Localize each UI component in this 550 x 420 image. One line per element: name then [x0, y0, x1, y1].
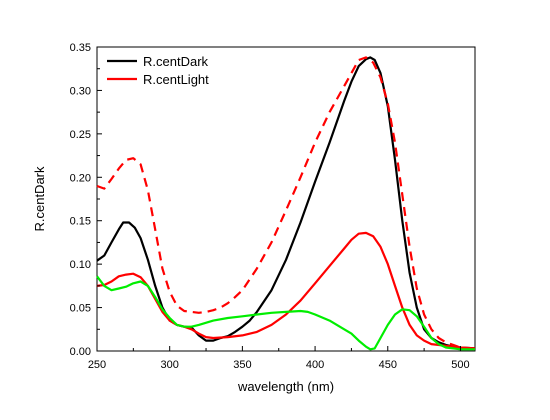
x-tick-label: 500 — [451, 359, 469, 371]
y-tick-label: 0.25 — [70, 129, 91, 141]
y-tick-label: 0.35 — [70, 42, 91, 54]
y-tick-label: 0.10 — [70, 259, 91, 271]
series-line-3 — [96, 275, 475, 351]
x-tick-label: 250 — [88, 359, 106, 371]
y-tick-label: 0.05 — [70, 303, 91, 315]
y-tick-label: 0.00 — [70, 346, 91, 358]
y-axis-label: R.centDark — [32, 166, 47, 232]
legend-label: R.centDark — [143, 54, 209, 69]
legend-label: R.centLight — [143, 72, 209, 87]
y-axis-ticks: 0.00 0.05 0.10 0.15 0.20 0.25 0.30 0.35 — [70, 42, 102, 358]
series-line-0 — [96, 56, 476, 350]
x-tick-label: 450 — [379, 359, 397, 371]
plot-frame — [96, 46, 476, 352]
x-tick-label: 400 — [306, 359, 324, 371]
y-tick-label: 0.20 — [70, 172, 91, 184]
x-tick-label: 350 — [233, 359, 251, 371]
series-layer — [96, 56, 476, 351]
x-axis-ticks: 250 300 350 400 450 500 — [88, 346, 470, 371]
series-line-2 — [96, 56, 476, 351]
y-tick-label: 0.30 — [70, 85, 91, 97]
y-tick-label: 0.15 — [70, 216, 91, 228]
plot-area: 250 300 350 400 450 500 0.000.050.100.150.200… — [70, 42, 476, 371]
legend: R.centDark R.centLight — [107, 54, 209, 87]
series-line-1 — [96, 231, 476, 350]
x-tick-label: 300 — [161, 359, 179, 371]
x-axis-label: wavelength (nm) — [237, 379, 334, 394]
